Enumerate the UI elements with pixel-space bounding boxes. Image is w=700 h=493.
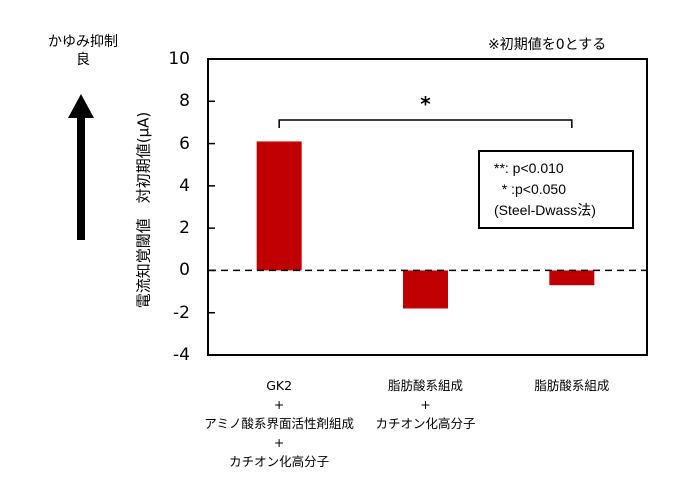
x-category-label-line: アミノ酸系界面活性剤組成 bbox=[204, 416, 355, 431]
bars bbox=[256, 141, 595, 309]
y-tick-label: 2 bbox=[179, 218, 190, 239]
x-category-label: 脂肪酸系組成 + カチオン化高分子 bbox=[375, 376, 475, 433]
y-tick-label: 4 bbox=[179, 175, 190, 196]
bar bbox=[549, 270, 595, 286]
bar bbox=[256, 141, 302, 271]
x-category-label-line: + bbox=[273, 435, 285, 450]
significance-bracket bbox=[278, 119, 573, 128]
x-category-label-line: 脂肪酸系組成 bbox=[534, 378, 610, 393]
x-category-label-line: カチオン化高分子 bbox=[229, 454, 330, 469]
legend-line-1: **: p<0.010 bbox=[494, 160, 564, 176]
plot-frame bbox=[207, 58, 648, 356]
p-value-legend: **: p<0.010 * :p<0.050 (Steel-Dwass法) bbox=[478, 150, 634, 229]
x-category-label: 脂肪酸系組成 bbox=[534, 376, 609, 395]
x-category-label-line: 脂肪酸系組成 bbox=[387, 378, 464, 393]
side-note-line2: 良 bbox=[76, 52, 90, 68]
legend-line-3: (Steel-Dwass法) bbox=[494, 202, 596, 218]
y-tick-label: 0 bbox=[179, 260, 190, 281]
y-ticks bbox=[208, 100, 215, 314]
y-tick-label: -4 bbox=[173, 345, 190, 365]
x-category-label-line: GK2 bbox=[266, 378, 293, 393]
legend-line-2: * :p<0.050 bbox=[494, 181, 567, 197]
side-note-line1: かゆみ抑制 bbox=[48, 34, 118, 50]
initial-value-note: ※初期値を0とする bbox=[488, 37, 607, 53]
y-tick-label: 6 bbox=[179, 133, 190, 154]
y-tick-label: 8 bbox=[179, 91, 190, 112]
y-tick-label: 10 bbox=[168, 49, 190, 69]
x-category-label-line: + bbox=[420, 397, 431, 412]
up-arrow-icon bbox=[68, 94, 94, 240]
bar bbox=[403, 270, 448, 309]
x-category-label-line: カチオン化高分子 bbox=[375, 416, 476, 431]
y-tick-label: -2 bbox=[173, 302, 190, 323]
significance-star: * bbox=[420, 92, 431, 116]
x-category-label-line: + bbox=[273, 397, 285, 412]
x-category-label: GK2 + アミノ酸系界面活性剤組成 + カチオン化高分子 bbox=[204, 376, 354, 471]
